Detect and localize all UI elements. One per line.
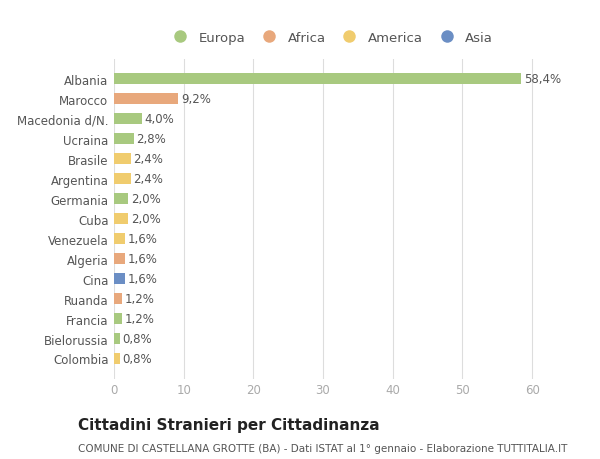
- Legend: Europa, Africa, America, Asia: Europa, Africa, America, Asia: [163, 28, 497, 49]
- Text: 1,6%: 1,6%: [128, 252, 158, 265]
- Text: 58,4%: 58,4%: [524, 73, 561, 86]
- Text: 2,4%: 2,4%: [134, 173, 163, 186]
- Bar: [114, 174, 131, 185]
- Bar: [114, 253, 125, 264]
- Text: 1,2%: 1,2%: [125, 312, 155, 325]
- Bar: [114, 114, 142, 125]
- Text: 2,8%: 2,8%: [136, 133, 166, 146]
- Text: 1,6%: 1,6%: [128, 233, 158, 246]
- Text: 4,0%: 4,0%: [145, 113, 175, 126]
- Text: 0,8%: 0,8%: [122, 352, 152, 365]
- Bar: [114, 293, 122, 304]
- Bar: [114, 94, 178, 105]
- Bar: [114, 353, 119, 364]
- Bar: [114, 194, 128, 205]
- Text: 1,2%: 1,2%: [125, 292, 155, 305]
- Text: 2,4%: 2,4%: [134, 153, 163, 166]
- Bar: [114, 214, 128, 224]
- Bar: [114, 134, 134, 145]
- Bar: [114, 74, 521, 85]
- Text: 2,0%: 2,0%: [131, 193, 160, 206]
- Bar: [114, 234, 125, 245]
- Bar: [114, 154, 131, 165]
- Text: 0,8%: 0,8%: [122, 332, 152, 345]
- Text: 9,2%: 9,2%: [181, 93, 211, 106]
- Text: 2,0%: 2,0%: [131, 213, 160, 226]
- Bar: [114, 313, 122, 325]
- Text: 1,6%: 1,6%: [128, 273, 158, 285]
- Bar: [114, 333, 119, 344]
- Text: Cittadini Stranieri per Cittadinanza: Cittadini Stranieri per Cittadinanza: [78, 417, 380, 432]
- Text: COMUNE DI CASTELLANA GROTTE (BA) - Dati ISTAT al 1° gennaio - Elaborazione TUTTI: COMUNE DI CASTELLANA GROTTE (BA) - Dati …: [78, 443, 568, 453]
- Bar: [114, 274, 125, 285]
